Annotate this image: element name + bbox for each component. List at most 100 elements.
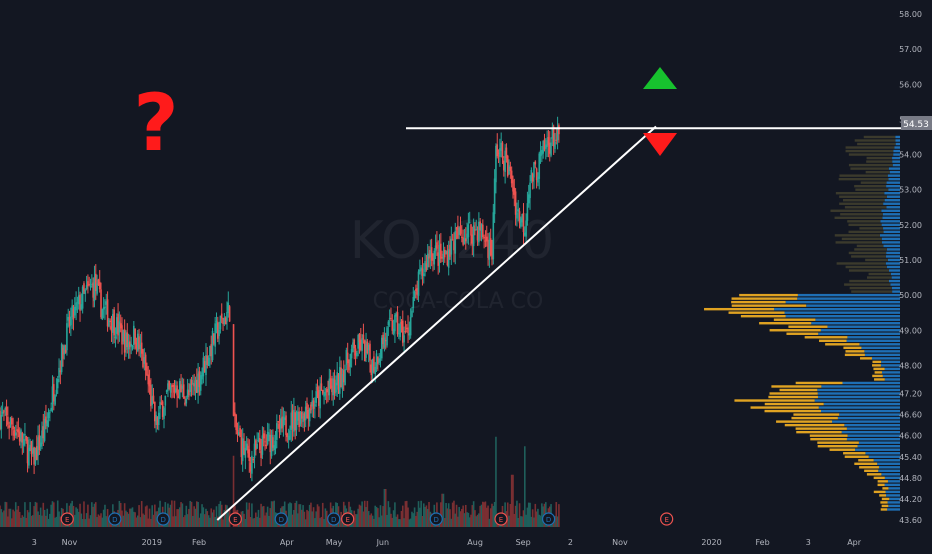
candle-body (9, 417, 12, 425)
candle-body (96, 283, 98, 294)
time-axis[interactable]: 3 Nov 2019 Feb Apr May Jun Aug Sep 2 Nov 2020 Feb 3 Ap… (32, 538, 862, 547)
candle-body (252, 459, 255, 461)
candle-body (548, 142, 551, 154)
candle-body (298, 411, 300, 428)
price-tick-label: 44.80 (899, 474, 922, 483)
last-price-tag-bg (901, 116, 932, 130)
candle-body (248, 449, 251, 462)
candle-body (470, 224, 472, 236)
profile-bar-sell (731, 304, 807, 307)
profile-bar-buy (873, 459, 900, 462)
candle-body (127, 342, 130, 350)
candle-body (478, 221, 480, 243)
candle-body (517, 209, 520, 212)
candle-body (434, 245, 437, 251)
volume-bar (41, 515, 43, 527)
candle-body (14, 432, 17, 436)
volume-bar (404, 501, 407, 527)
profile-bar-buy (811, 322, 900, 325)
volume-bar (306, 509, 308, 527)
time-tick-label: Jun (376, 538, 390, 547)
profile-bar-sell (769, 392, 818, 395)
profile-bar-buy (886, 184, 900, 188)
candle-body (530, 169, 533, 182)
event-marker-label: E (664, 516, 668, 524)
volume-bar (32, 515, 34, 527)
volume-bar (28, 512, 30, 527)
candle-body (35, 446, 38, 460)
profile-bar-sell (739, 293, 798, 297)
volume-bar (83, 501, 85, 527)
profile-bar-sell (858, 459, 874, 462)
profile-bar-sell (786, 332, 819, 335)
price-tick-label: 48.00 (899, 361, 922, 370)
candle-body (375, 353, 378, 369)
candle-body (118, 321, 121, 333)
profile-bar-sell (779, 388, 818, 392)
profile-bar-value-area (866, 276, 892, 279)
candle-body (52, 384, 55, 402)
volume-bar (12, 509, 14, 527)
volume-bar (58, 511, 60, 527)
profile-bar-sell (880, 508, 888, 511)
price-tick-label: 51.00 (899, 256, 922, 265)
candle-body (91, 284, 93, 286)
volume-bar (79, 503, 81, 527)
profile-bar-buy (885, 262, 900, 265)
volume-bar (324, 508, 327, 527)
candle-body (516, 212, 518, 219)
time-tick-label: 2 (568, 538, 573, 547)
volume-bar (426, 508, 429, 527)
volume-bar (26, 510, 29, 527)
volume-bar (307, 511, 310, 527)
candle-body (367, 345, 370, 351)
candle-body (189, 383, 192, 393)
candle-body (102, 307, 105, 310)
candle-body (163, 407, 165, 419)
volume-bar (412, 513, 415, 527)
volume-bar (370, 513, 373, 527)
volume-bar (461, 508, 463, 527)
candle-body (459, 226, 462, 234)
volume-bar (251, 503, 253, 527)
profile-bar-buy (893, 149, 900, 153)
candle-body (235, 414, 237, 431)
volume-bar (18, 511, 21, 527)
volume-bar (270, 501, 273, 527)
candle-body (51, 386, 54, 405)
candle-body (72, 309, 75, 320)
event-marker-label: D (546, 516, 551, 524)
candle-body (160, 402, 163, 405)
candle-body (194, 380, 197, 391)
volume-bar (85, 513, 88, 527)
volume-bar (197, 501, 199, 527)
volume-bar (199, 513, 202, 527)
volume-bar (513, 513, 516, 527)
profile-bar-sell (817, 441, 859, 444)
profile-bar-buy (818, 332, 900, 335)
candle-body (307, 409, 310, 419)
candle-body (484, 240, 487, 242)
volume-bar (302, 505, 304, 527)
dividend-marker: D (429, 512, 443, 526)
profile-bar-buy (861, 346, 900, 350)
volume-bar (304, 519, 307, 527)
candle-body (58, 367, 60, 378)
profile-bar-buy (895, 142, 900, 146)
volume-bar (388, 507, 391, 527)
volume-bar (252, 518, 255, 527)
price-axis[interactable]: 58.0057.0056.0055.0054.0053.0052.0051.00… (899, 10, 922, 525)
candle-body (255, 440, 257, 450)
candles (0, 116, 560, 482)
volume-bar (449, 509, 451, 527)
profile-bar-sell (872, 374, 883, 378)
volume-bar (464, 504, 467, 527)
candle-body (513, 187, 516, 195)
candle-body (526, 203, 529, 221)
volume-bar (43, 509, 46, 527)
candle-body (400, 321, 403, 325)
candle-body (311, 400, 314, 407)
profile-bar-buy (883, 230, 900, 234)
